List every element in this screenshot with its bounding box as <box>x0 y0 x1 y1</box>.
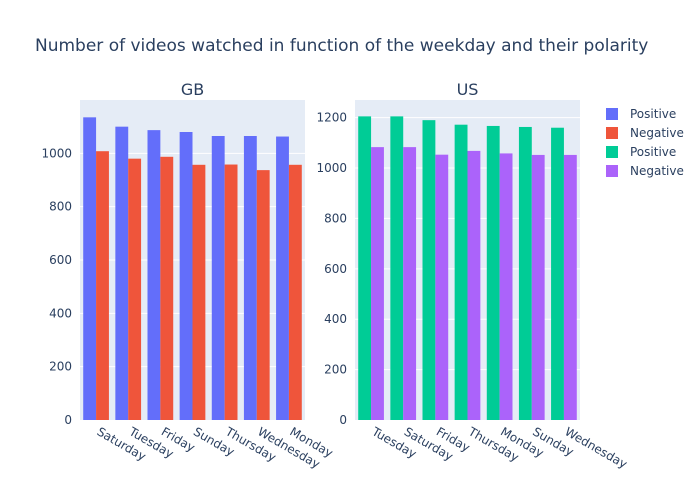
y-tick-label-us: 1000 <box>316 161 347 175</box>
bar-us-positive-wednesday <box>551 127 564 420</box>
legend-label: Negative <box>630 126 684 140</box>
bar-us-negative-thursday <box>467 150 481 420</box>
panel-title-us: US <box>457 80 479 99</box>
bar-gb-positive-tuesday <box>115 126 129 421</box>
bar-gb-negative-friday <box>160 156 174 421</box>
bar-gb-negative-sunday <box>192 164 206 420</box>
legend-label: Negative <box>630 164 684 178</box>
legend-label: Positive <box>630 145 676 159</box>
bar-gb-negative-thursday <box>224 164 238 420</box>
bar-gb-positive-wednesday <box>243 136 257 420</box>
panels-layer: 02004006008001000SaturdayTuesdayFridaySu… <box>41 80 629 471</box>
chart-title: Number of videos watched in function of … <box>35 36 648 56</box>
y-tick-label-gb: 1000 <box>41 146 72 160</box>
legend-label: Positive <box>630 107 676 121</box>
bar-gb-positive-sunday <box>179 132 193 420</box>
bar-gb-negative-tuesday <box>128 158 142 420</box>
bar-us-negative-wednesday <box>563 154 577 420</box>
legend: Positive Negative Positive Negative <box>606 107 684 178</box>
bar-us-negative-friday <box>435 154 449 420</box>
bar-us-negative-sunday <box>531 154 545 420</box>
panel-gb: 02004006008001000SaturdayTuesdayFridaySu… <box>41 80 335 471</box>
legend-swatch <box>606 127 618 139</box>
panel-us: 020040060080010001200TuesdaySaturdayFrid… <box>316 80 629 471</box>
legend-swatch <box>606 108 618 120</box>
legend-item-positive[interactable]: Positive <box>606 145 676 159</box>
panel-title-gb: GB <box>181 80 204 99</box>
y-tick-label-us: 400 <box>324 312 347 326</box>
bar-gb-negative-wednesday <box>256 170 270 420</box>
bar-gb-negative-saturday <box>96 151 109 420</box>
legend-swatch <box>606 165 618 177</box>
bar-gb-positive-saturday <box>83 117 97 420</box>
bar-us-negative-monday <box>499 153 513 420</box>
y-tick-label-us: 800 <box>324 211 347 225</box>
y-tick-label-gb: 200 <box>49 360 72 374</box>
y-tick-label-gb: 800 <box>49 200 72 214</box>
bar-us-positive-monday <box>486 125 500 420</box>
legend-item-positive[interactable]: Positive <box>606 107 676 121</box>
bar-us-positive-sunday <box>518 126 532 420</box>
bar-gb-positive-thursday <box>211 136 225 420</box>
y-tick-label-us: 1200 <box>316 111 347 125</box>
y-tick-label-gb: 0 <box>64 413 72 427</box>
y-tick-label-gb: 400 <box>49 306 72 320</box>
y-tick-label-gb: 600 <box>49 253 72 267</box>
legend-swatch <box>606 146 618 158</box>
y-tick-label-us: 200 <box>324 363 347 377</box>
legend-item-negative[interactable]: Negative <box>606 164 684 178</box>
y-tick-label-us: 600 <box>324 262 347 276</box>
bar-gb-positive-friday <box>147 130 161 420</box>
y-tick-label-us: 0 <box>339 413 347 427</box>
bar-us-positive-tuesday <box>358 116 372 420</box>
bar-us-positive-saturday <box>390 116 404 420</box>
bar-gb-positive-monday <box>276 136 289 421</box>
bar-us-positive-friday <box>422 120 436 421</box>
bar-us-negative-tuesday <box>371 147 384 420</box>
bar-us-negative-saturday <box>403 147 417 420</box>
bar-gb-negative-monday <box>288 164 302 420</box>
bar-us-positive-thursday <box>454 124 468 420</box>
legend-item-negative[interactable]: Negative <box>606 126 684 140</box>
